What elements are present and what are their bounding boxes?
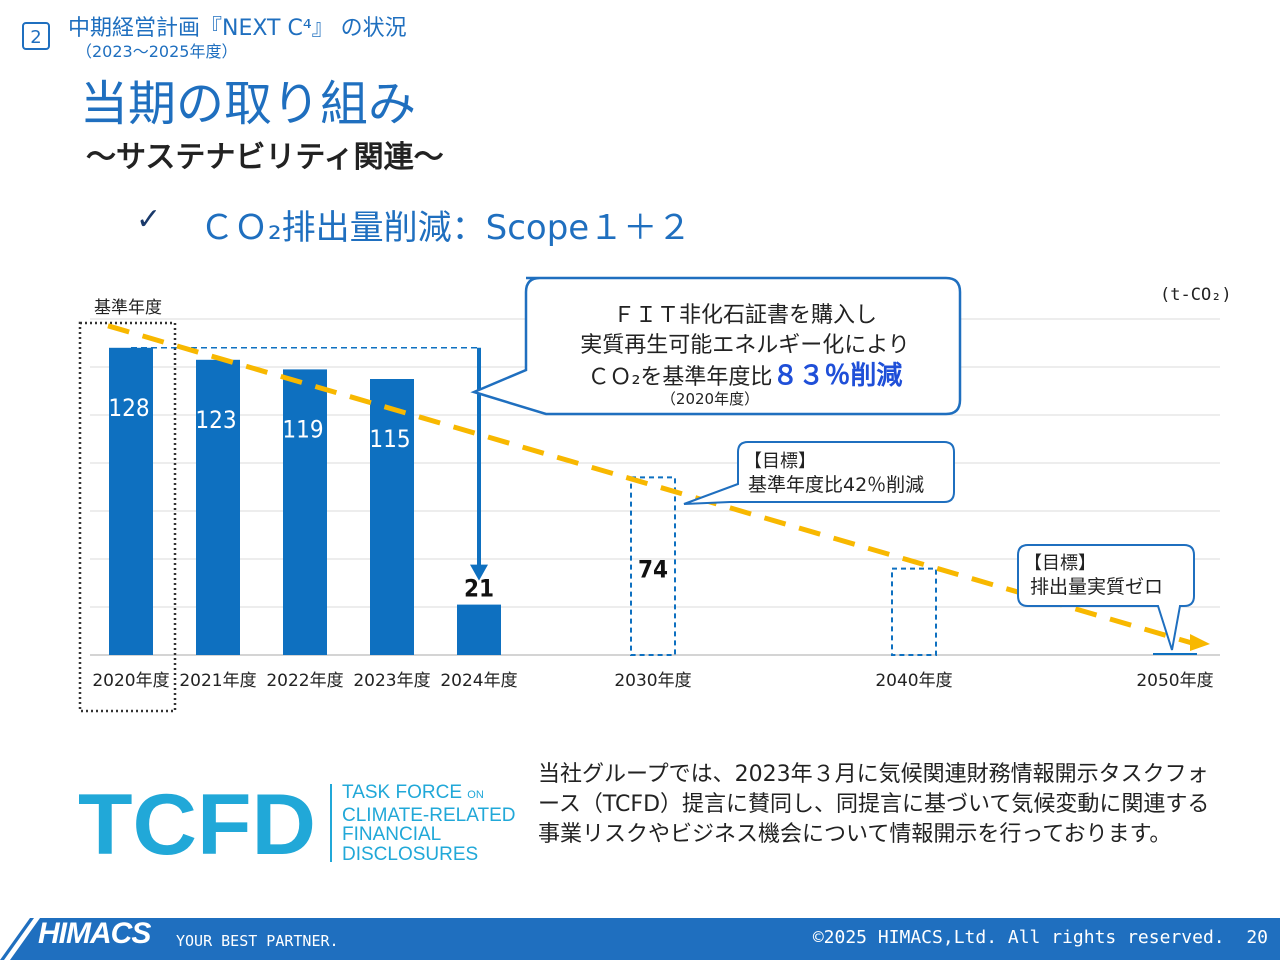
fit-callout: ＦＩＴ非化石証書を購入し 実質再生可能エネルギー化により ＣＯ₂を基準年度比８３… [470, 276, 962, 416]
tcfd-line4: DISCLOSURES [342, 843, 479, 865]
bar-2023年度 [370, 379, 414, 655]
x-label-2040年度: 2040年度 [875, 671, 952, 691]
target-bar-2040年度 [891, 567, 937, 656]
fit-line3-highlight: ８３％削減 [772, 361, 902, 391]
section-number-badge: 2 [22, 22, 50, 50]
section-title: 中期経営計画『NEXT C⁴』 の状況 [68, 16, 407, 41]
target-2050-line1: 【目標】 [1024, 553, 1096, 574]
x-label-2050年度: 2050年度 [1136, 671, 1213, 691]
target-2030-callout: 【目標】 基準年度比42％削減 [683, 441, 955, 505]
check-icon: ✓ [136, 202, 162, 237]
fit-line2: 実質再生可能エネルギー化により [580, 333, 910, 358]
trend-line [107, 323, 1193, 646]
target-2050-line2: 排出量実質ゼロ [1030, 576, 1163, 598]
x-label-2020年度: 2020年度 [92, 671, 169, 691]
tcfd-line1-small: ON [467, 789, 484, 801]
brand-logo: HIMACS [38, 917, 151, 950]
tcfd-logo: TCFD [78, 786, 316, 862]
page-number: 20 [1246, 927, 1268, 948]
value-label-2021年度: 123 [195, 406, 236, 434]
tcfd-divider [330, 784, 332, 862]
footer-copyright: ©2025 HIMACS,Ltd. All rights reserved. 2… [813, 927, 1268, 948]
fit-line3-prefix: ＣＯ₂を基準年度比 [588, 365, 773, 390]
target-2050-callout-box [1017, 544, 1195, 651]
tcfd-line3: FINANCIAL [342, 824, 442, 845]
footer-brand-shape [0, 918, 40, 960]
x-label-2021年度: 2021年度 [179, 671, 256, 691]
baseline-year-frame [78, 321, 177, 713]
fit-line4: （2020年度） [661, 390, 759, 408]
tcfd-description: 当社グループでは、2023年３月に気候関連財務情報開示タスクフォース（TCFD）… [538, 762, 1210, 847]
target-bar-2030年度 [630, 476, 676, 656]
value-label-2020年度: 128 [108, 394, 149, 422]
bar-2021年度 [196, 359, 240, 655]
copyright-text: ©2025 HIMACS,Ltd. All rights reserved. [812, 927, 1225, 948]
bar-2024年度 [457, 604, 501, 655]
value-label-2022年度: 119 [282, 415, 323, 443]
value-label-2023年度: 115 [369, 425, 410, 453]
target-2030-line1: 【目標】 [744, 451, 816, 472]
fit-reduction-guide [131, 347, 488, 581]
section-subtitle: （2023～2025年度） [76, 42, 238, 61]
target-2030-line2: 基準年度比42％削減 [748, 474, 924, 496]
guide-arrow-head [470, 564, 488, 581]
tcfd-line2: CLIMATE-RELATED [342, 804, 516, 826]
fit-callout-box [470, 276, 962, 416]
x-label-2024年度: 2024年度 [440, 671, 517, 691]
tcfd-logo-text: TCFD [78, 786, 316, 862]
unit-label: (t-CO₂) [1160, 285, 1232, 305]
page-subtitle: ～サステナビリティ関連～ [86, 140, 444, 175]
x-label-2022年度: 2022年度 [266, 671, 343, 691]
fit-line1: ＦＩＴ非化石証書を購入し [613, 303, 877, 328]
target-2050-callout: 【目標】 排出量実質ゼロ [1017, 544, 1195, 651]
footer-bar [0, 918, 1280, 960]
tcfd-full-name: TASK FORCE ON CLIMATE-RELATED FINANCIAL … [342, 783, 516, 864]
bar-2020年度 [109, 347, 153, 655]
page-title: 当期の取り組み [80, 76, 417, 132]
brand-tagline: YOUR BEST PARTNER. [176, 932, 339, 950]
topic-heading: ＣＯ₂排出量削減：Scope１＋２ [200, 208, 692, 248]
target-2030-callout-box [683, 441, 955, 505]
x-label-2030年度: 2030年度 [614, 671, 691, 691]
bar-2022年度 [283, 369, 327, 655]
baseline-year-label: 基準年度 [94, 298, 162, 318]
value-label-2030年度: 74 [638, 555, 668, 583]
x-label-2023年度: 2023年度 [353, 671, 430, 691]
fit-line3: ＣＯ₂を基準年度比８３％削減 [588, 361, 903, 391]
tcfd-line1: TASK FORCE [342, 782, 462, 803]
trend-arrow-head [1190, 634, 1210, 651]
